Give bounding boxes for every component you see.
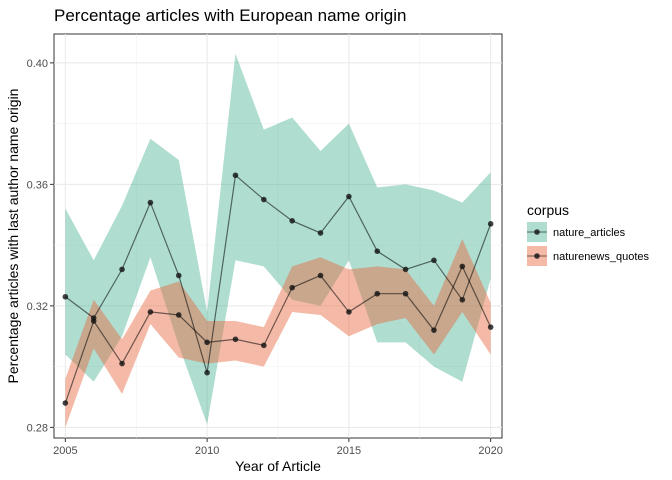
point-nature_articles [62, 293, 69, 300]
point-naturenews_quotes [317, 272, 324, 279]
point-naturenews_quotes [261, 342, 267, 349]
legend-item-naturenews_quotes: naturenews_quotes [527, 246, 650, 266]
point-nature_articles [459, 296, 466, 303]
point-nature_articles [232, 172, 239, 179]
point-naturenews_quotes [487, 324, 494, 330]
point-naturenews_quotes [374, 290, 381, 297]
point-nature_articles [346, 193, 352, 200]
point-nature_articles [119, 266, 125, 273]
point-naturenews_quotes [232, 336, 239, 343]
point-nature_articles [204, 369, 210, 376]
point-nature_articles [261, 196, 267, 203]
x-tick-label: 2005 [53, 445, 77, 457]
legend-label: nature_articles [553, 227, 626, 239]
point-naturenews_quotes [90, 318, 97, 324]
point-naturenews_quotes [175, 312, 182, 318]
point-naturenews_quotes [459, 263, 466, 270]
y-tick-label: 0.28 [27, 422, 48, 434]
line-naturenews_quotes [64, 264, 492, 404]
x-tick-label: 2010 [195, 445, 219, 457]
point-naturenews_quotes [62, 400, 69, 406]
y-axis-ticks: 0.28 0.32 0.36 0.40 [27, 58, 54, 434]
legend-key-point [534, 229, 540, 235]
x-tick-label: 2020 [478, 445, 502, 457]
point-nature_articles [402, 266, 409, 273]
point-nature_articles [431, 257, 437, 264]
point-naturenews_quotes [204, 339, 210, 346]
legend-key-point [534, 253, 540, 259]
point-naturenews_quotes [147, 309, 154, 315]
x-axis-title: Year of Article [235, 458, 321, 474]
legend: corpus nature_articles naturenews_quotes [527, 202, 650, 266]
point-nature_articles [147, 199, 154, 206]
point-naturenews_quotes [402, 290, 409, 297]
legend-title: corpus [527, 202, 569, 218]
point-nature_articles [374, 248, 381, 254]
legend-label: naturenews_quotes [553, 251, 650, 263]
y-tick-label: 0.36 [27, 179, 48, 191]
point-naturenews_quotes [431, 327, 437, 333]
series-lines [64, 174, 492, 404]
legend-item-nature_articles: nature_articles [527, 222, 626, 242]
x-axis-ticks: 2005 2010 2015 2020 [53, 438, 503, 457]
point-naturenews_quotes [119, 360, 125, 367]
ribbon-naturenews_quotes [65, 239, 491, 428]
y-tick-label: 0.40 [27, 58, 48, 70]
line-nature_articles [64, 174, 492, 373]
point-naturenews_quotes [289, 284, 295, 291]
grid [54, 34, 502, 438]
series-points [62, 172, 494, 406]
point-nature_articles [317, 230, 324, 236]
point-nature_articles [175, 272, 182, 279]
y-tick-label: 0.32 [27, 301, 48, 313]
y-axis-title: Percentage articles with last author nam… [5, 89, 21, 384]
point-nature_articles [487, 221, 494, 227]
ribbons [65, 53, 491, 428]
chart-title: Percentage articles with European name o… [54, 6, 406, 25]
x-tick-label: 2015 [337, 445, 361, 457]
point-nature_articles [289, 218, 295, 224]
ribbon-nature_articles [65, 53, 491, 425]
point-naturenews_quotes [346, 309, 352, 315]
